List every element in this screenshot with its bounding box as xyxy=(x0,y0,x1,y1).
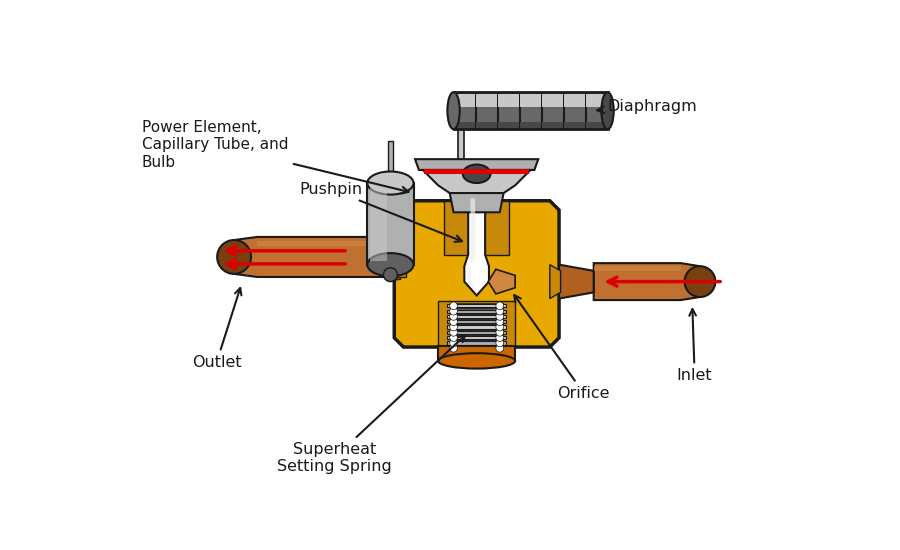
Bar xyxy=(520,122,541,129)
Bar xyxy=(454,92,608,129)
Polygon shape xyxy=(559,265,594,299)
Polygon shape xyxy=(438,301,515,347)
Polygon shape xyxy=(451,324,503,329)
Text: Superheat
Setting Spring: Superheat Setting Spring xyxy=(277,335,465,474)
Polygon shape xyxy=(447,326,506,328)
Ellipse shape xyxy=(450,328,457,336)
Ellipse shape xyxy=(450,307,457,315)
Polygon shape xyxy=(447,331,506,334)
Polygon shape xyxy=(447,336,506,339)
Polygon shape xyxy=(451,340,503,345)
Bar xyxy=(458,128,464,183)
Polygon shape xyxy=(367,183,413,265)
Ellipse shape xyxy=(450,339,457,347)
Polygon shape xyxy=(447,342,506,344)
Ellipse shape xyxy=(447,92,460,129)
Ellipse shape xyxy=(496,328,504,336)
Bar xyxy=(543,94,562,107)
Polygon shape xyxy=(423,170,530,193)
Ellipse shape xyxy=(438,353,515,369)
Bar xyxy=(586,94,607,107)
Polygon shape xyxy=(394,233,403,243)
Ellipse shape xyxy=(383,268,397,282)
Polygon shape xyxy=(594,263,700,300)
Ellipse shape xyxy=(450,312,457,320)
Bar xyxy=(543,122,562,129)
Ellipse shape xyxy=(496,318,504,326)
Polygon shape xyxy=(257,241,394,246)
Ellipse shape xyxy=(685,266,716,297)
Polygon shape xyxy=(445,201,509,255)
Ellipse shape xyxy=(450,334,457,342)
Text: Diaphragm: Diaphragm xyxy=(598,98,698,113)
Polygon shape xyxy=(450,193,504,212)
Polygon shape xyxy=(488,270,515,294)
Polygon shape xyxy=(447,315,506,318)
Polygon shape xyxy=(447,310,506,313)
Bar xyxy=(454,122,475,129)
Bar xyxy=(563,92,585,129)
Bar xyxy=(499,122,518,129)
Ellipse shape xyxy=(496,334,504,342)
Bar xyxy=(424,169,529,174)
Polygon shape xyxy=(415,159,538,170)
Bar xyxy=(438,345,515,361)
Ellipse shape xyxy=(496,339,504,347)
Polygon shape xyxy=(447,320,506,323)
Ellipse shape xyxy=(496,344,504,352)
Text: Orifice: Orifice xyxy=(514,295,610,401)
Bar xyxy=(586,122,607,129)
Ellipse shape xyxy=(450,302,457,310)
Bar xyxy=(476,122,497,129)
Bar xyxy=(476,94,497,107)
Text: Pushpin: Pushpin xyxy=(300,182,462,242)
Bar xyxy=(564,94,585,107)
Ellipse shape xyxy=(450,323,457,331)
Bar xyxy=(454,92,475,129)
Polygon shape xyxy=(394,201,559,347)
Ellipse shape xyxy=(367,253,413,276)
Bar xyxy=(586,92,607,129)
Ellipse shape xyxy=(367,172,413,195)
Ellipse shape xyxy=(450,344,457,352)
Ellipse shape xyxy=(217,240,251,274)
Polygon shape xyxy=(234,237,394,277)
Bar xyxy=(542,92,562,129)
Text: Power Element,
Capillary Tube, and
Bulb: Power Element, Capillary Tube, and Bulb xyxy=(141,120,409,194)
Polygon shape xyxy=(451,329,503,335)
Ellipse shape xyxy=(496,312,504,320)
Polygon shape xyxy=(550,265,561,299)
Polygon shape xyxy=(451,309,503,313)
Bar xyxy=(475,92,497,129)
Polygon shape xyxy=(451,319,503,324)
Bar xyxy=(394,237,406,277)
Bar xyxy=(564,122,585,129)
Polygon shape xyxy=(451,345,503,351)
Ellipse shape xyxy=(450,318,457,326)
Ellipse shape xyxy=(496,307,504,315)
Ellipse shape xyxy=(463,164,491,183)
Bar xyxy=(499,94,518,107)
Polygon shape xyxy=(594,266,680,271)
Bar xyxy=(520,94,541,107)
Ellipse shape xyxy=(496,323,504,331)
Polygon shape xyxy=(447,304,506,307)
Polygon shape xyxy=(451,335,503,340)
Polygon shape xyxy=(451,303,503,309)
Text: Outlet: Outlet xyxy=(192,288,241,370)
Polygon shape xyxy=(394,234,400,280)
Polygon shape xyxy=(447,346,506,350)
Text: Inlet: Inlet xyxy=(677,309,713,383)
Ellipse shape xyxy=(601,92,614,129)
Polygon shape xyxy=(464,197,489,295)
Bar xyxy=(454,94,475,107)
Bar xyxy=(498,92,518,129)
Ellipse shape xyxy=(375,173,398,185)
Bar xyxy=(388,141,392,183)
Polygon shape xyxy=(370,187,387,261)
Bar xyxy=(519,92,541,129)
Polygon shape xyxy=(467,199,475,291)
Polygon shape xyxy=(451,314,503,319)
Ellipse shape xyxy=(496,302,504,310)
